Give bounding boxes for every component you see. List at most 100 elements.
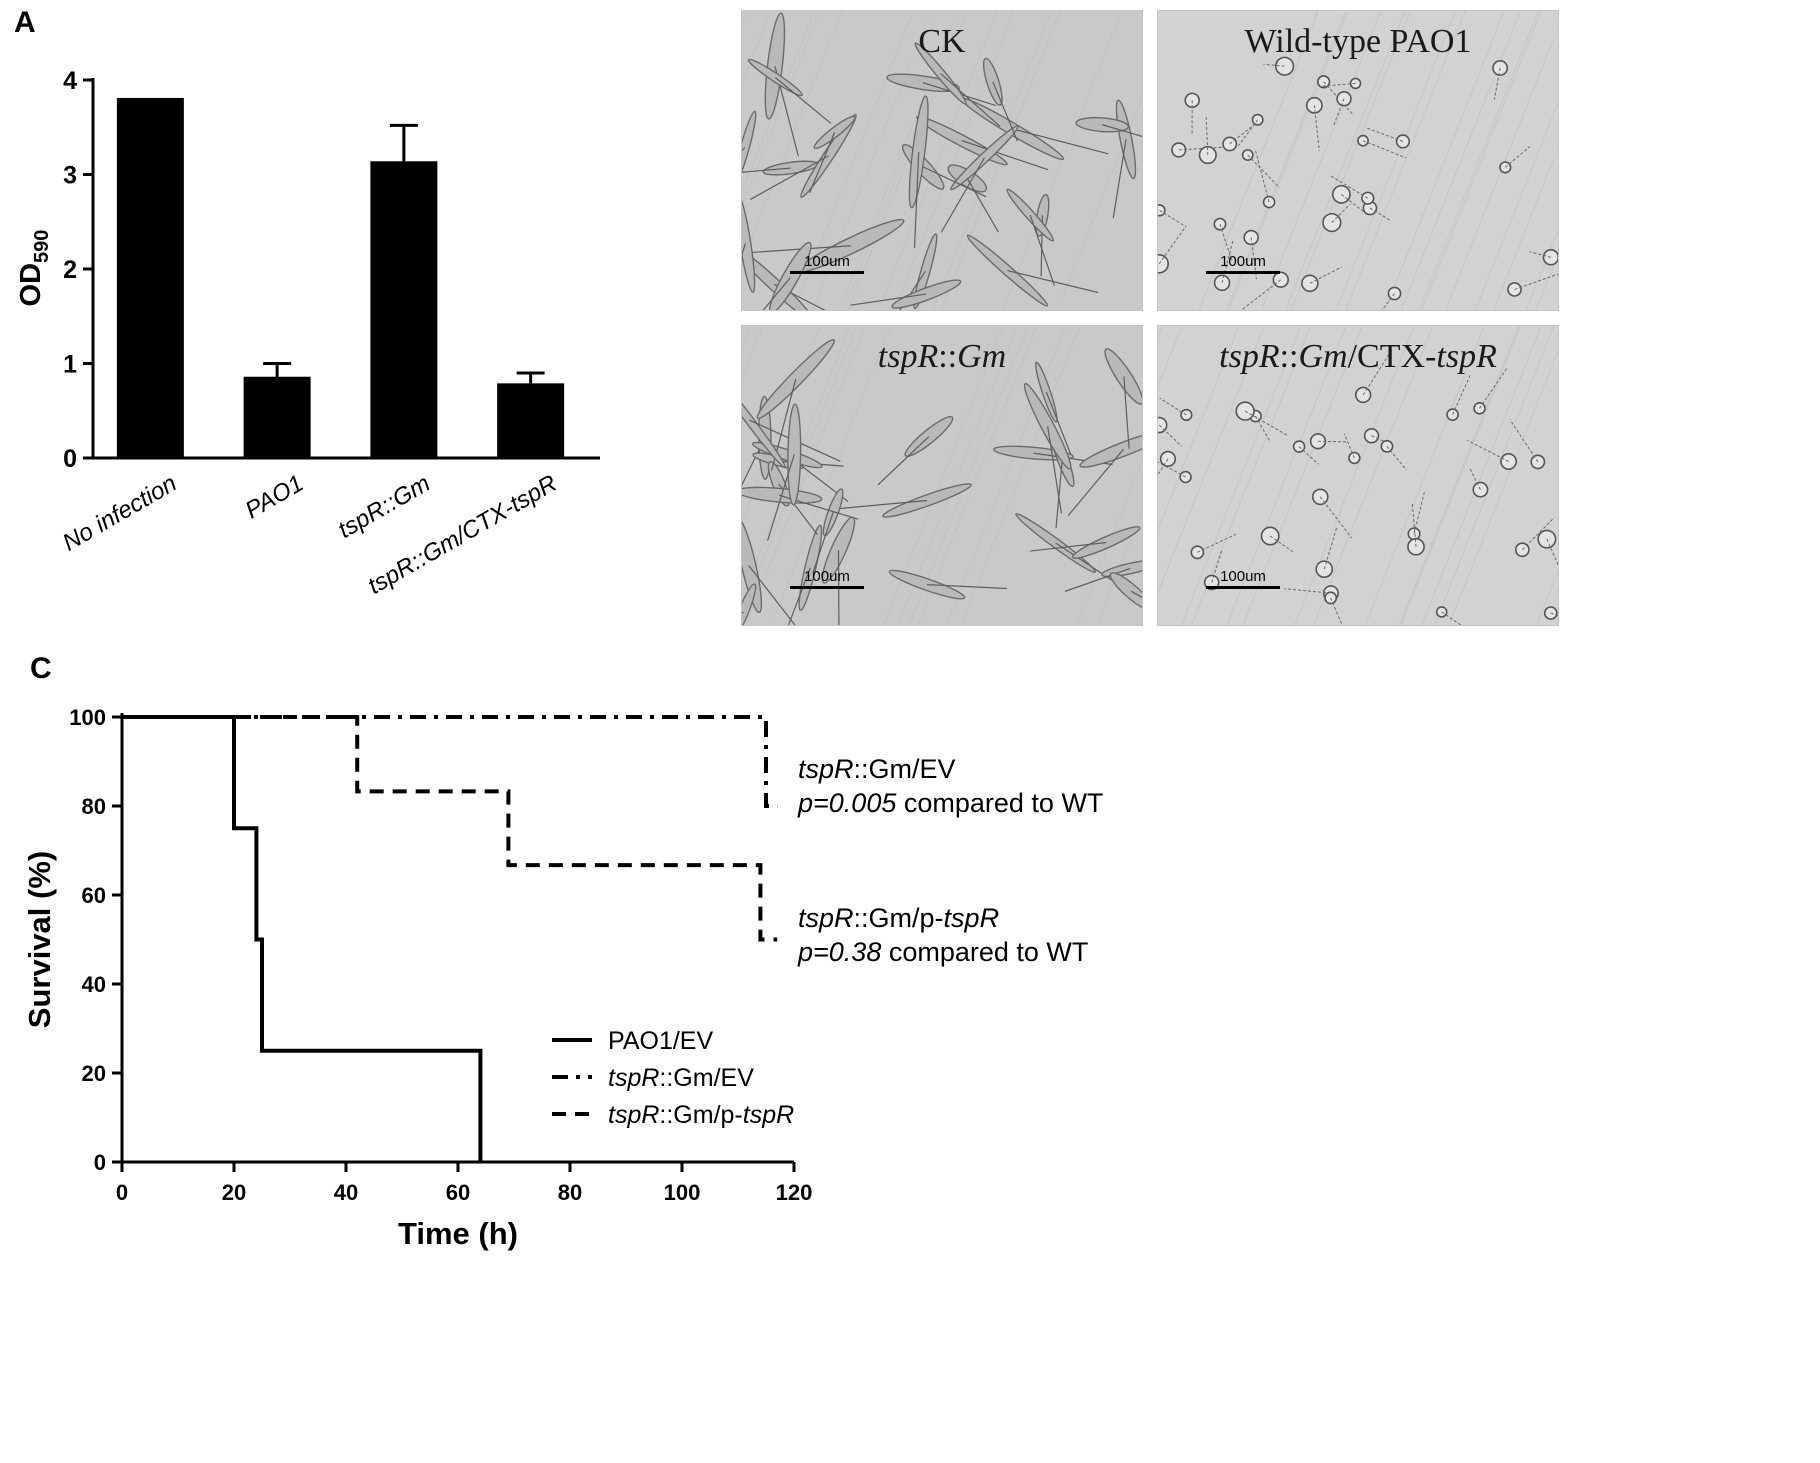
scale-bar-label: 100um — [1220, 568, 1266, 585]
x-tick-label: 100 — [664, 1180, 701, 1205]
cell-process — [1238, 119, 1259, 146]
survival-chart: 0 20 40 60 80 100 0 20 40 60 80 100 120 Time (h) Survi… — [22, 705, 1103, 1251]
cell-process — [1205, 116, 1209, 156]
cell-process — [1343, 433, 1355, 459]
cell — [888, 569, 966, 600]
cell-process — [1330, 597, 1343, 625]
cell-process — [850, 293, 927, 306]
cell — [747, 58, 803, 97]
scale-bar-label: 100um — [804, 568, 850, 585]
cell-process — [1331, 203, 1351, 223]
scale-bar-line — [790, 586, 864, 589]
y-tick-label: 80 — [82, 794, 106, 819]
background-streak — [1493, 147, 1558, 310]
background-streak — [1226, 11, 1347, 310]
cell — [1305, 96, 1323, 114]
cell-process — [1247, 154, 1280, 188]
y-tick-label: 1 — [63, 351, 77, 379]
background-streak — [1226, 326, 1347, 625]
background-streak — [1345, 11, 1466, 310]
cell — [1472, 481, 1489, 498]
cell — [1317, 75, 1331, 89]
cell-process — [1064, 567, 1131, 592]
x-tick-label: 60 — [446, 1180, 470, 1205]
cell — [1537, 529, 1557, 549]
cell-process — [1112, 139, 1127, 219]
category-label: PAO1 — [241, 470, 308, 525]
cell-process — [1229, 118, 1262, 145]
cell-process — [961, 140, 1049, 171]
cell-process — [1047, 426, 1062, 514]
cell — [1251, 113, 1264, 126]
cell — [1361, 191, 1375, 205]
background-streak — [1335, 11, 1456, 310]
cell-process — [877, 436, 930, 486]
background-streak — [1313, 326, 1434, 625]
cell — [1332, 184, 1351, 204]
cell — [950, 125, 1019, 191]
cell — [1354, 386, 1372, 404]
cell-process — [1504, 146, 1531, 168]
micrograph-label: tspR::Gm — [877, 338, 1007, 375]
cell-process — [1369, 207, 1392, 222]
cell-process — [1521, 517, 1555, 551]
cell — [891, 279, 962, 309]
scale-bar-line — [1206, 271, 1280, 274]
annotation-text: p=0.005 compared to WT — [797, 788, 1103, 818]
cell — [882, 483, 972, 518]
cell — [1514, 542, 1530, 558]
background-streak — [838, 11, 959, 310]
cell — [1159, 450, 1177, 468]
cell-process — [1221, 239, 1234, 283]
cell — [1243, 229, 1259, 246]
background-streak — [960, 326, 1081, 625]
cell-process — [1219, 223, 1233, 261]
category-label: No infection — [58, 470, 181, 557]
x-axis-label: Time (h) — [398, 1216, 518, 1251]
cell — [764, 12, 786, 120]
cell-process — [1469, 468, 1481, 490]
cell — [1171, 142, 1187, 158]
background-streak — [1400, 326, 1521, 625]
scale-bar-line — [1206, 586, 1280, 589]
cell-process — [1011, 128, 1109, 155]
cell — [1235, 401, 1255, 421]
legend-label: PAO1/EV — [608, 1027, 713, 1055]
background-streak — [1228, 11, 1349, 310]
background-streak — [1056, 96, 1142, 310]
cell-process — [1313, 105, 1320, 152]
y-tick-label: 60 — [82, 883, 106, 908]
background-streak — [742, 11, 820, 207]
background-streak — [1294, 326, 1415, 625]
y-tick-label: 20 — [82, 1061, 106, 1086]
background-streak — [1418, 11, 1539, 310]
bar — [116, 97, 184, 458]
cell — [1324, 591, 1338, 605]
background-streak — [742, 326, 764, 380]
background-streak — [1421, 326, 1542, 625]
cell-process — [742, 437, 766, 487]
cell-process — [1330, 175, 1369, 199]
cell-process — [1067, 448, 1125, 517]
panel-letter-a: A — [14, 6, 36, 39]
background-streak — [1290, 11, 1411, 310]
y-axis-label: OD590 — [15, 230, 53, 307]
cell-process — [750, 155, 829, 200]
series-line — [122, 715, 483, 1162]
cell-process — [1509, 419, 1539, 463]
annotation-text: tspR::Gm/EV — [798, 754, 956, 784]
cell — [1179, 470, 1192, 484]
cell — [800, 113, 857, 198]
cell-process — [1197, 533, 1236, 553]
cell-process — [787, 567, 811, 625]
y-tick-label: 2 — [63, 256, 77, 284]
cell-process — [767, 454, 795, 541]
background-streak — [1384, 11, 1505, 310]
cell — [1203, 574, 1220, 591]
scale-bar-label: 100um — [1220, 253, 1266, 270]
cell — [1262, 195, 1276, 209]
cell-process — [1211, 549, 1223, 583]
background-streak — [1285, 11, 1406, 310]
cell-process — [1158, 424, 1183, 447]
